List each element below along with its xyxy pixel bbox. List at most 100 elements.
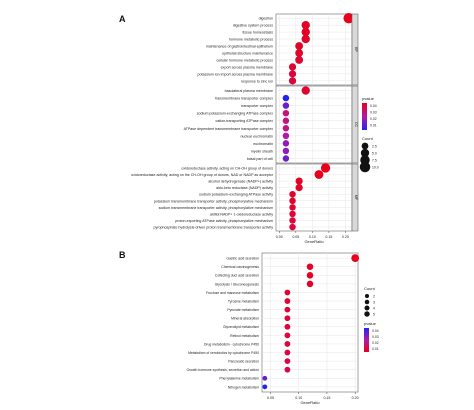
- facet-panel-bp: [275, 13, 353, 86]
- legend-color-tick: 0.03: [372, 335, 379, 339]
- term-label: hormone metabolic process: [229, 38, 273, 42]
- panel-a: digestion digestive system process tissue …: [131, 12, 379, 244]
- data-point: [289, 204, 296, 211]
- term-label: Glycolysis / Gluconeogenesis: [215, 282, 260, 286]
- x-tick-label: 0.10: [295, 396, 302, 400]
- term-label: potassium ion import across plasma membr…: [198, 72, 274, 76]
- term-label: myelin sheath: [251, 149, 273, 153]
- legend-color-bar: [364, 328, 369, 352]
- data-point: [301, 20, 310, 30]
- data-point: [351, 254, 360, 263]
- facet-strip-cc: [351, 85, 359, 164]
- legend-size-dot: [361, 142, 369, 150]
- data-point: [306, 280, 314, 288]
- term-label: basal part of cell: [247, 157, 273, 161]
- data-point: [284, 332, 291, 339]
- legend-size-tick: 5.0: [372, 151, 377, 155]
- term-label: epithelial structure maintenance: [222, 51, 273, 55]
- data-point: [295, 56, 304, 64]
- data-point: [282, 94, 290, 102]
- x-axis-title: GeneRatio: [300, 400, 320, 405]
- term-label: Retinol metabolism: [230, 334, 259, 338]
- term-label: ATPase dependent transmembrane transport…: [184, 127, 274, 131]
- term-label: basolateral plasma membrane: [225, 89, 273, 93]
- term-label: Phenylalanine metabolism: [219, 377, 259, 381]
- term-label: sodium:potassium-exchanging ATPase activ…: [199, 193, 273, 197]
- term-label: transporter complex: [241, 104, 273, 108]
- term-label: alcohol dehydrogenase (NADP+) activity: [208, 180, 273, 184]
- legend-size-dot: [364, 293, 370, 299]
- term-label: Tyrosine metabolism: [228, 299, 259, 303]
- legend-size-dot: [360, 148, 370, 158]
- term-label: response to zinc ion: [241, 79, 273, 83]
- data-point: [343, 12, 354, 24]
- data-point: [288, 77, 297, 85]
- x-tick-label: 0.20: [342, 235, 349, 239]
- data-point: [289, 190, 296, 198]
- term-label: Drug metabolism - cytochrome P450: [204, 342, 259, 346]
- term-label: digestion: [259, 17, 273, 21]
- data-point: [282, 117, 290, 124]
- data-point: [282, 132, 290, 140]
- legend-color-tick: 0.02: [372, 341, 379, 345]
- legend-size-tick: 5: [373, 312, 375, 316]
- data-point: [314, 170, 324, 179]
- legend-size-tick: 4: [373, 306, 375, 310]
- x-tick-label: 0.05: [292, 235, 299, 239]
- data-point: [289, 197, 296, 205]
- term-label: Chemical carcinogenesis: [221, 265, 259, 269]
- data-point: [306, 263, 314, 271]
- data-point: [289, 217, 296, 224]
- term-label: oxidoreductase activity, acting on CH-OH…: [181, 166, 273, 170]
- data-point: [284, 289, 291, 296]
- legend-size-tick: 7.5: [372, 158, 377, 162]
- term-label: Mineral absorption: [231, 317, 259, 321]
- facet-strip-mf: [351, 163, 359, 232]
- facet-strip-label: BP: [354, 47, 358, 52]
- term-label: Gastric acid secretion: [226, 257, 259, 261]
- term-label: alditol:NADP+ 1-oxidoreductase activity: [210, 212, 273, 216]
- term-label: Metabolism of xenobiotics by cytochrome …: [188, 351, 259, 355]
- term-label: Fructose and mannose metabolism: [206, 291, 259, 295]
- data-point: [295, 49, 304, 57]
- term-label: export across plasma membrane: [221, 65, 273, 69]
- x-tick-label: 0.05: [267, 396, 274, 400]
- legend-size-tick: 2.5: [372, 144, 377, 148]
- data-point: [284, 298, 291, 304]
- data-point: [282, 109, 290, 117]
- data-point: [282, 155, 290, 162]
- term-label: potassium transmembrane transporter acti…: [154, 199, 273, 203]
- term-label: nuclear euchromatin: [240, 134, 273, 138]
- term-label: aldo-keto reductase (NADP) activity: [216, 186, 273, 190]
- legend-size-tick: 10.0: [372, 165, 379, 169]
- data-point: [284, 366, 291, 373]
- term-label: proton-exporting ATPase activity, phosph…: [175, 219, 273, 223]
- x-tick-label: 0.00: [276, 235, 283, 239]
- legend-color-tick: 0.04: [372, 329, 379, 333]
- panel-a-label: A: [119, 14, 126, 24]
- term-label: pyrophosphate hydrolysis-driven proton t…: [154, 226, 274, 230]
- legend-size-dot: [364, 305, 370, 311]
- term-label: cellular hormone metabolic process: [216, 58, 273, 62]
- data-point: [262, 375, 268, 381]
- term-label: oxidoreductase activity, acting on the C…: [131, 173, 274, 177]
- legend-color-bar: [362, 103, 367, 130]
- legend-color-tick: 0.02: [370, 117, 377, 121]
- legend-size-title: Count: [364, 286, 376, 291]
- data-point: [295, 42, 304, 50]
- legend-color-tick: 0.01: [372, 347, 379, 351]
- data-point: [284, 323, 291, 330]
- term-label: transmembrane transporter complex: [215, 97, 273, 101]
- data-point: [284, 349, 291, 356]
- legend-size-tick: 3: [373, 300, 375, 304]
- term-label: sodium transmembrane transporter activit…: [159, 206, 273, 210]
- data-point: [288, 70, 297, 78]
- facet-strip-label: CC: [354, 122, 358, 128]
- legend-color-title: pvalue: [364, 321, 377, 326]
- data-point: [295, 177, 303, 185]
- term-label: Collecting duct acid secretion: [215, 274, 259, 278]
- term-label: maintenance of gastrointestinal epitheli…: [206, 45, 273, 49]
- data-point: [282, 147, 290, 155]
- panel-b: Gastric acid secretion Chemical carcinoge…: [186, 252, 379, 405]
- term-label: Nitrogen metabolism: [228, 385, 259, 389]
